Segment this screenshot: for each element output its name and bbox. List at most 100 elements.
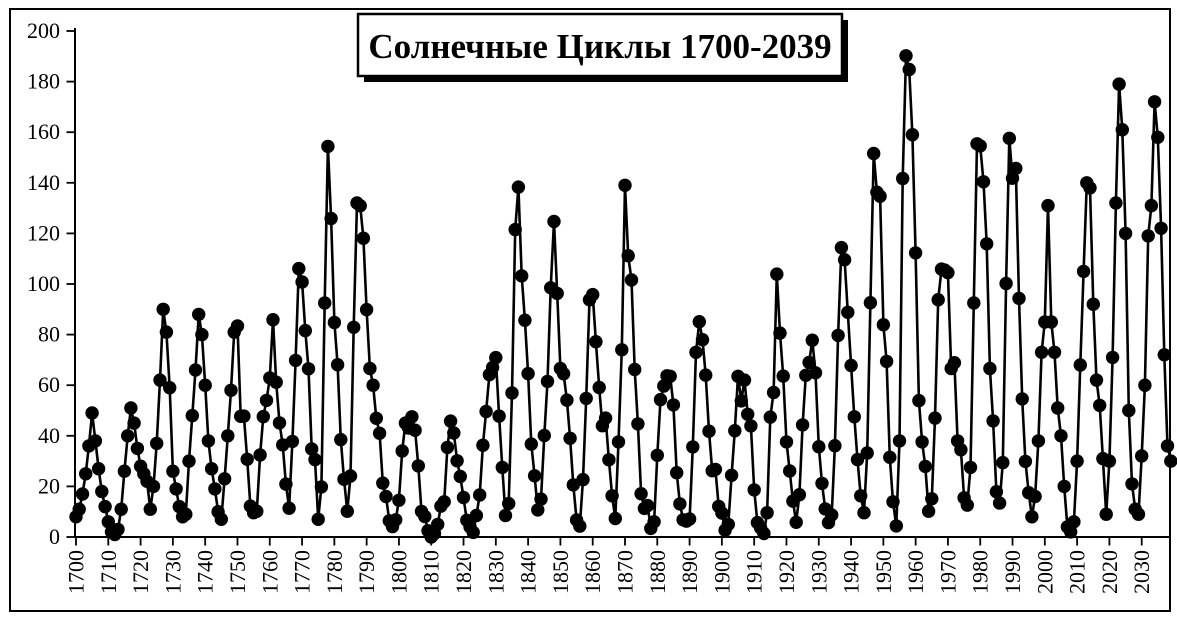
data-point [408,423,422,437]
data-point [469,508,484,523]
data-point [792,488,807,502]
data-point [928,411,942,425]
data-point [918,459,932,474]
data-point [1041,198,1055,213]
data-point [673,497,687,511]
data-point [498,508,513,523]
data-point [657,379,671,393]
data-point [783,464,797,478]
data-point [847,410,861,424]
data-point [324,211,338,226]
data-point [825,508,839,522]
data-point [392,493,406,507]
data-point [854,489,868,503]
data-point [511,180,526,194]
data-point [279,477,293,491]
data-point [992,496,1007,510]
data-point [1105,350,1120,365]
data-point [166,464,180,478]
data-point [608,511,622,526]
data-point [204,462,219,476]
data-point [989,485,1004,499]
data-point [996,455,1010,470]
data-point [1112,77,1126,91]
data-point [915,435,929,449]
x-tick-label: 1990 [1000,550,1025,594]
data-point [240,452,254,466]
data-point [1147,95,1162,109]
x-tick-label: 1800 [386,550,411,594]
data-point [628,362,642,377]
data-point [473,488,487,502]
data-point [805,333,819,347]
data-point [188,363,203,377]
data-point [266,313,280,327]
data-point [592,380,606,395]
data-point [770,267,784,281]
x-tick-label: 1870 [612,550,637,594]
x-tick-label: 2020 [1097,550,1122,594]
data-point [779,435,794,449]
data-point [931,293,945,307]
data-point [999,276,1013,291]
data-point [440,440,455,455]
data-point [111,522,125,537]
data-point [663,369,677,383]
data-point [602,453,616,467]
data-point [702,424,716,438]
data-point [1028,489,1042,504]
x-tick-label: 1730 [160,550,185,594]
data-point [631,417,645,431]
data-point [114,502,128,516]
data-point [179,507,193,521]
data-point [1131,507,1146,521]
data-point [892,434,907,448]
data-point [72,502,86,516]
data-point [150,436,164,451]
data-point [502,496,516,511]
data-point [1047,345,1062,359]
data-point [1012,291,1026,306]
data-point [230,319,245,333]
data-point [311,512,325,526]
data-point [314,480,329,494]
data-point [515,269,529,283]
data-point [256,409,270,424]
data-point [318,296,332,310]
data-point [237,409,251,423]
data-point [124,401,138,415]
data-point [437,495,451,509]
data-point [182,454,196,468]
data-point [708,462,723,477]
data-point [492,409,506,423]
x-tick-label: 1760 [257,550,282,594]
data-point [495,460,509,475]
data-point [925,492,939,506]
data-point [808,366,823,380]
data-point [534,492,548,506]
data-point [721,517,735,532]
data-point [369,411,383,425]
data-point [860,446,874,460]
data-point [347,320,361,334]
data-point [1073,358,1088,372]
data-point [269,375,283,389]
data-point [1141,229,1155,243]
data-point [366,378,380,392]
data-point [295,275,309,289]
data-point [156,302,170,316]
data-point [850,452,865,467]
data-point [217,472,232,486]
data-point [815,476,829,491]
data-point [867,146,881,161]
data-point [1160,439,1175,453]
data-point [831,328,845,343]
data-point [282,501,296,515]
data-point [560,393,574,407]
data-point [873,189,887,203]
data-point [456,490,471,505]
x-tick-label: 2010 [1065,550,1090,594]
data-point [1157,348,1172,362]
data-point [1151,130,1165,144]
